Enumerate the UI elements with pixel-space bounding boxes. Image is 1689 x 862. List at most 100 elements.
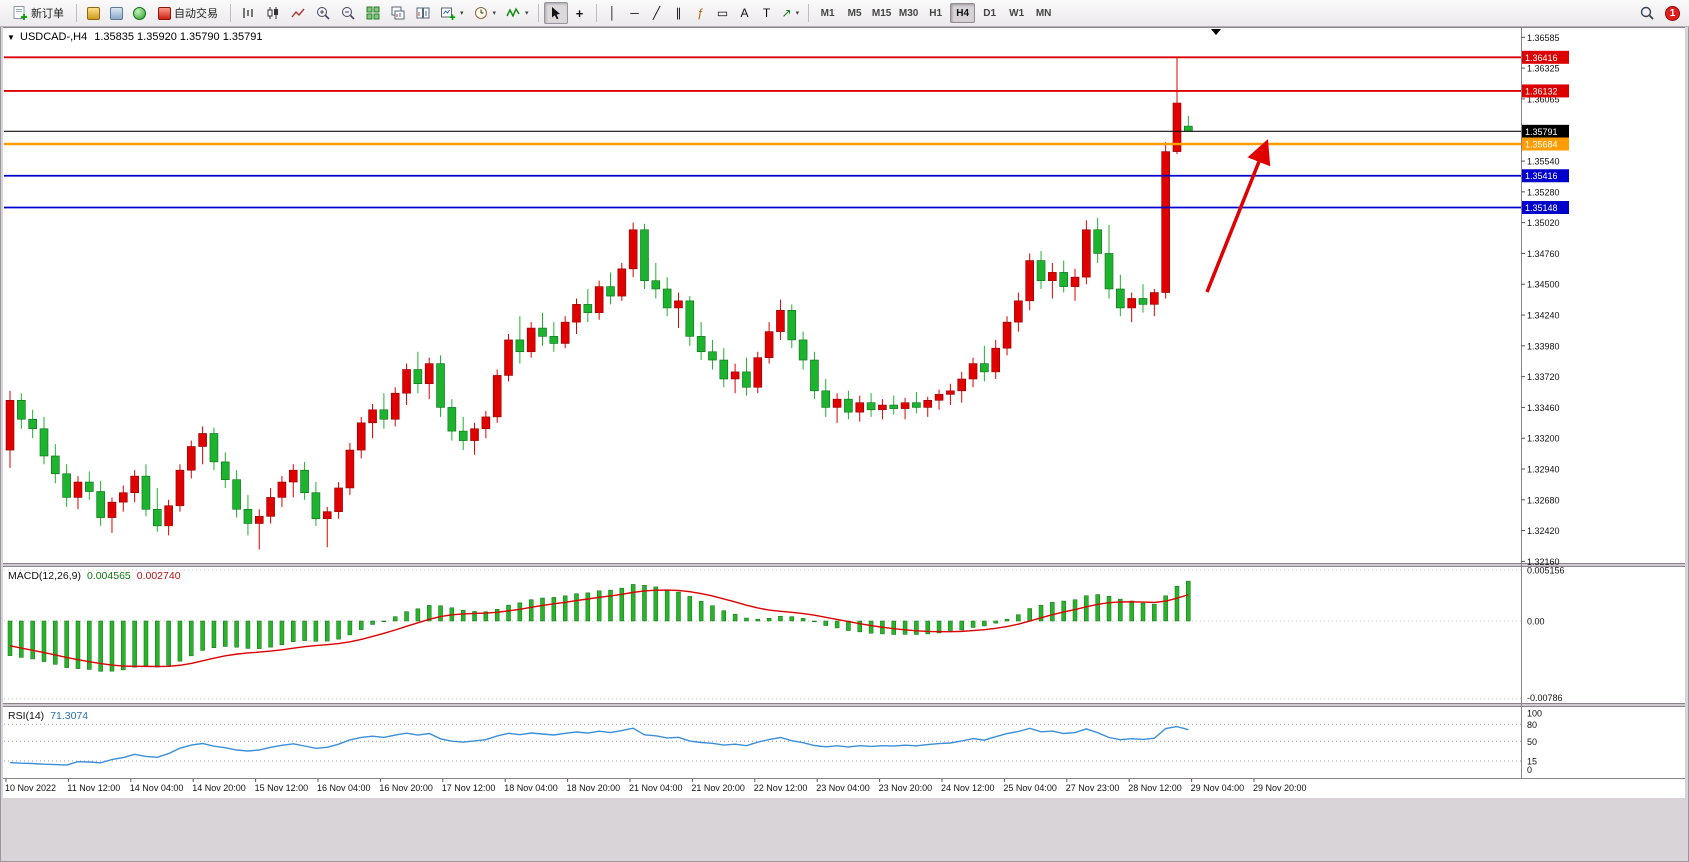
period-button[interactable]: ▾ bbox=[469, 2, 501, 24]
candle bbox=[1138, 284, 1148, 313]
macd-histogram-bar bbox=[1174, 586, 1180, 622]
macd-histogram-bar bbox=[1050, 601, 1055, 622]
timeframe-M1[interactable]: M1 bbox=[815, 3, 840, 23]
time-label: 21 Nov 20:00 bbox=[691, 783, 745, 793]
indicators-button[interactable]: ▾ bbox=[501, 2, 533, 24]
rsi-axis-label: 50 bbox=[1527, 737, 1537, 747]
candle bbox=[1082, 220, 1091, 285]
timeframe-D1[interactable]: D1 bbox=[977, 3, 1002, 23]
candle bbox=[1070, 268, 1080, 301]
price-axis[interactable]: 1.36585 1.36325 1.36065 1.35540 1.35280 1.350… bbox=[1521, 33, 1569, 567]
macd-histogram-bar bbox=[630, 584, 636, 622]
vertical-line-tool[interactable]: │ bbox=[602, 2, 624, 24]
search-icon bbox=[1640, 6, 1654, 20]
zoom-out-button[interactable] bbox=[336, 2, 360, 24]
candle bbox=[1036, 251, 1046, 289]
macd-histogram-bar bbox=[914, 620, 919, 635]
trendline-tool[interactable]: ╱ bbox=[646, 2, 668, 24]
chart-shift-marker[interactable] bbox=[1211, 29, 1221, 35]
caret-icon: ▾ bbox=[795, 10, 800, 17]
candlestick-series bbox=[5, 57, 1193, 550]
candle bbox=[1025, 253, 1034, 311]
arrows-tool[interactable]: ↗ ▾ bbox=[778, 2, 804, 24]
macd-histogram-bar bbox=[608, 589, 613, 622]
macd-histogram-bar bbox=[732, 613, 738, 622]
pane-separator[interactable] bbox=[3, 703, 1685, 707]
equidistant-channel-tool[interactable]: ∥ bbox=[668, 2, 690, 24]
macd-histogram-bar bbox=[30, 620, 35, 660]
svg-text:1.35148: 1.35148 bbox=[1525, 203, 1558, 213]
zoom-in-icon bbox=[317, 7, 330, 20]
macd-main-value: 0.004565 bbox=[87, 570, 131, 582]
crosshair-icon: + bbox=[575, 5, 584, 21]
clock-icon bbox=[474, 7, 487, 19]
candle bbox=[832, 393, 842, 423]
chart-dropdown-marker[interactable]: ▼ bbox=[7, 33, 15, 42]
macd-histogram-bar bbox=[698, 600, 704, 622]
data-window-button[interactable] bbox=[105, 2, 127, 24]
price-tick: 1.34760 bbox=[1527, 249, 1560, 259]
candle bbox=[628, 222, 638, 278]
text-label-tool[interactable]: T bbox=[756, 2, 778, 24]
macd-histogram-bar bbox=[257, 620, 262, 649]
horizontal-line-tool[interactable]: ─ bbox=[624, 2, 646, 24]
macd-histogram-bar bbox=[1186, 580, 1191, 622]
timeframe-M30[interactable]: M30 bbox=[896, 3, 921, 23]
tile-vertical-button[interactable] bbox=[411, 2, 435, 24]
line-chart-icon bbox=[291, 8, 305, 18]
new-chart-button[interactable]: ▾ bbox=[436, 2, 468, 24]
cascade-windows-button[interactable] bbox=[386, 2, 410, 24]
macd-histogram-bar bbox=[98, 620, 103, 672]
cursor-button[interactable] bbox=[543, 2, 568, 24]
zoom-in-button[interactable] bbox=[311, 2, 335, 24]
fibonacci-tool[interactable]: ƒ bbox=[690, 2, 712, 24]
time-axis[interactable]: 10 Nov 2022 11 Nov 12:00 14 Nov 04:00 14 No… bbox=[5, 779, 1307, 793]
candle bbox=[458, 416, 468, 451]
arrow-annotation[interactable] bbox=[1205, 139, 1271, 293]
autotrading-button[interactable]: 自动交易 bbox=[151, 2, 225, 24]
candle bbox=[436, 355, 445, 417]
macd-histogram-bar bbox=[596, 590, 602, 622]
tile-windows-button[interactable] bbox=[361, 2, 385, 24]
text-tool[interactable]: A bbox=[734, 2, 756, 24]
macd-histogram-bar bbox=[653, 586, 659, 622]
search-button[interactable] bbox=[1635, 2, 1659, 24]
time-label: 21 Nov 04:00 bbox=[629, 783, 683, 793]
new-order-button[interactable]: 新订单 bbox=[5, 2, 71, 24]
macd-histogram-bar bbox=[540, 597, 545, 622]
bar-chart-button[interactable] bbox=[236, 2, 260, 24]
candle bbox=[152, 487, 162, 532]
line-chart-button[interactable] bbox=[286, 2, 310, 24]
timeframe-H4[interactable]: H4 bbox=[950, 3, 976, 23]
timeframe-H1[interactable]: H1 bbox=[923, 3, 948, 23]
price-tag: 1.36416 bbox=[1522, 50, 1569, 64]
macd-histogram-bar bbox=[744, 617, 749, 622]
macd-histogram-bar bbox=[1163, 595, 1168, 622]
crosshair-button[interactable]: + bbox=[569, 2, 591, 24]
time-label: 16 Nov 04:00 bbox=[317, 783, 371, 793]
pane-separator[interactable] bbox=[3, 563, 1685, 567]
price-tag: 1.35684 bbox=[1522, 137, 1569, 151]
price-tick: 1.36325 bbox=[1527, 64, 1560, 74]
macd-pane: 0.005156 0.00 -0.00786 bbox=[4, 566, 1565, 703]
equidistant-channel-tool-icon: ∥ bbox=[675, 6, 682, 20]
macd-histogram-bar bbox=[358, 620, 364, 630]
timeframe-M5[interactable]: M5 bbox=[842, 3, 867, 23]
candle bbox=[345, 442, 355, 496]
candle bbox=[934, 389, 944, 410]
navigator-button[interactable] bbox=[128, 2, 150, 24]
time-label: 24 Nov 12:00 bbox=[941, 783, 995, 793]
notification-badge[interactable]: 1 bbox=[1665, 5, 1680, 21]
candlestick-chart-button[interactable] bbox=[261, 2, 285, 24]
time-label: 18 Nov 20:00 bbox=[567, 783, 621, 793]
timeframe-M15[interactable]: M15 bbox=[869, 3, 894, 23]
shapes-tool[interactable]: ▭ bbox=[712, 2, 734, 24]
timeframe-MN[interactable]: MN bbox=[1031, 3, 1056, 23]
macd-histogram-bar bbox=[245, 620, 251, 649]
candle bbox=[1093, 217, 1102, 263]
timeframe-W1[interactable]: W1 bbox=[1004, 3, 1029, 23]
candle bbox=[5, 390, 15, 468]
market-watch-button[interactable] bbox=[82, 2, 104, 24]
macd-histogram-bar bbox=[755, 618, 761, 622]
